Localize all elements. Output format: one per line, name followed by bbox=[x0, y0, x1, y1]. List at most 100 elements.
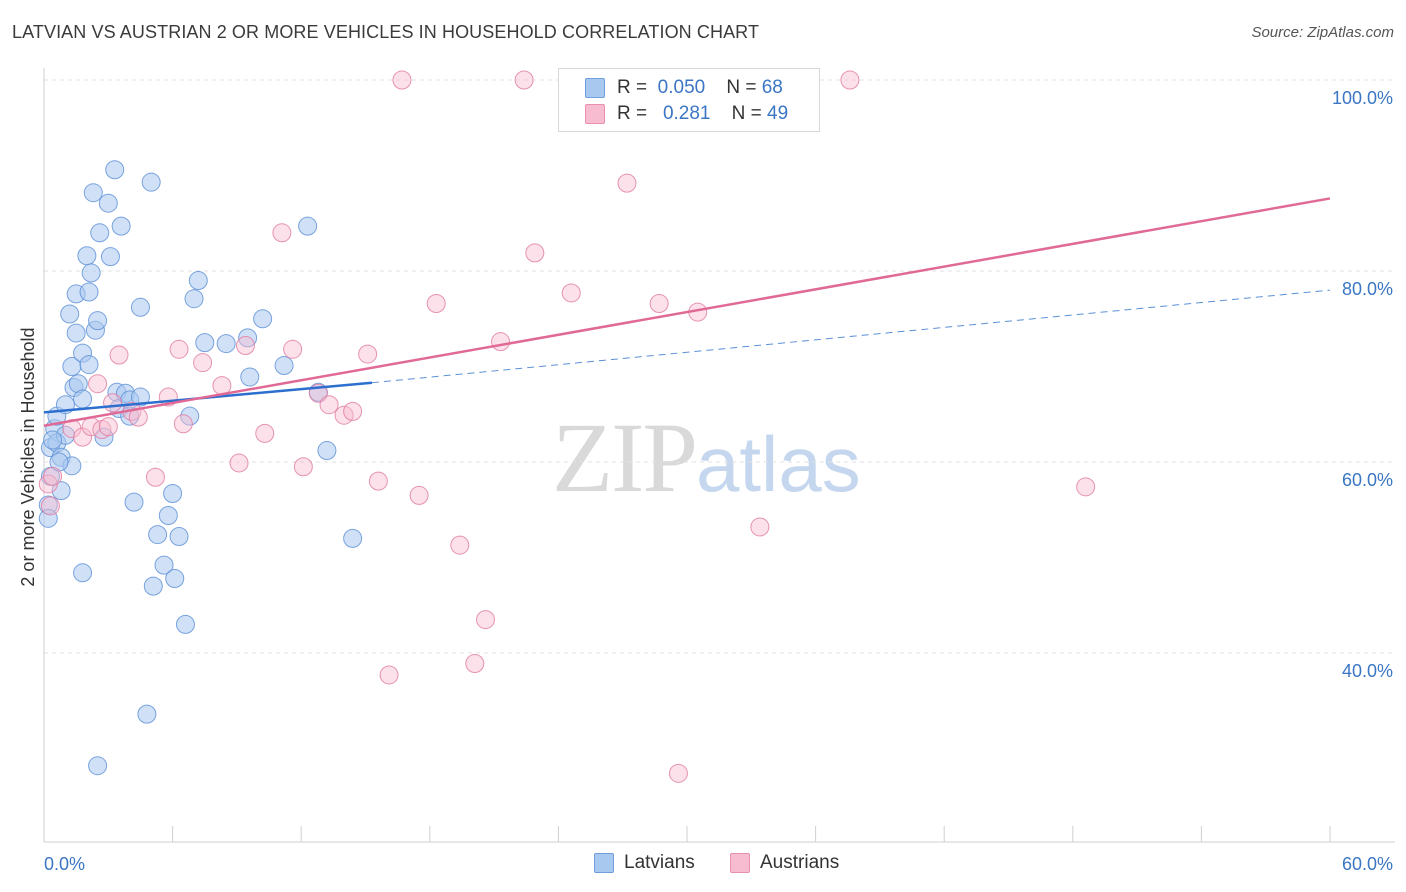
point-austrians bbox=[476, 610, 496, 630]
point-austrians bbox=[668, 763, 688, 783]
point-latvians bbox=[38, 508, 58, 528]
point-latvians bbox=[343, 528, 363, 548]
point-austrians bbox=[525, 243, 545, 263]
point-austrians bbox=[88, 374, 108, 394]
legend-row-latvians: R = 0.050 N = 68 bbox=[585, 75, 783, 101]
point-latvians bbox=[73, 389, 93, 409]
y-tick-label: 60.0% bbox=[1342, 470, 1393, 490]
point-latvians bbox=[216, 334, 236, 354]
point-latvians bbox=[298, 216, 318, 236]
y-axis-label: 2 or more Vehicles in Household bbox=[18, 327, 38, 586]
legend-r-value: 0.050 bbox=[657, 77, 706, 98]
point-latvians bbox=[81, 263, 101, 283]
point-austrians bbox=[255, 423, 275, 443]
point-austrians bbox=[235, 335, 255, 355]
point-latvians bbox=[165, 569, 185, 589]
point-austrians bbox=[293, 457, 313, 477]
point-austrians bbox=[43, 466, 63, 486]
point-latvians bbox=[88, 311, 108, 331]
trendline-austrians bbox=[43, 197, 1331, 427]
point-latvians bbox=[79, 355, 99, 375]
point-austrians bbox=[193, 353, 213, 373]
point-austrians bbox=[840, 70, 860, 90]
bottom-legend-label-austrians: Austrians bbox=[760, 852, 840, 873]
point-austrians bbox=[343, 401, 363, 421]
x-tick-label-max: 60.0% bbox=[1342, 854, 1393, 874]
point-latvians bbox=[154, 555, 174, 575]
point-austrians bbox=[169, 339, 189, 359]
point-latvians bbox=[60, 304, 80, 324]
point-latvians bbox=[175, 614, 195, 634]
legend-row-austrians: R = 0.281 N = 49 bbox=[585, 101, 788, 127]
point-latvians bbox=[111, 216, 131, 236]
point-austrians bbox=[368, 471, 388, 491]
point-latvians bbox=[317, 441, 337, 461]
point-latvians bbox=[88, 756, 108, 776]
point-latvians bbox=[141, 172, 161, 192]
legend-swatch-latvians bbox=[585, 78, 605, 98]
point-latvians bbox=[73, 563, 93, 583]
legend-swatch-austrians bbox=[585, 104, 605, 124]
point-austrians bbox=[319, 395, 339, 415]
point-austrians bbox=[491, 332, 511, 352]
point-latvians bbox=[240, 367, 260, 387]
watermark-atlas: atlas bbox=[696, 420, 861, 508]
point-latvians bbox=[238, 328, 258, 348]
chart-title: LATVIAN VS AUSTRIAN 2 OR MORE VEHICLES I… bbox=[12, 22, 760, 42]
y-tick-label: 100.0% bbox=[1332, 88, 1393, 108]
legend-n-label: N = bbox=[726, 77, 757, 98]
y-tick-label: 80.0% bbox=[1342, 279, 1393, 299]
legend-n-label: N = bbox=[731, 103, 762, 124]
point-austrians bbox=[409, 485, 429, 505]
point-latvians bbox=[158, 505, 178, 525]
point-latvians bbox=[77, 246, 97, 266]
legend-n-value: 68 bbox=[761, 77, 783, 98]
point-austrians bbox=[617, 173, 637, 193]
point-latvians bbox=[143, 576, 163, 596]
point-austrians bbox=[450, 535, 470, 555]
legend-r-label: R = bbox=[617, 103, 648, 124]
y-tick-label: 40.0% bbox=[1342, 661, 1393, 681]
point-latvians bbox=[169, 526, 189, 546]
watermark: ZIPatlas bbox=[552, 400, 861, 515]
point-austrians bbox=[40, 496, 60, 516]
chart-source: Source: ZipAtlas.com bbox=[1251, 24, 1394, 41]
point-austrians bbox=[465, 654, 485, 674]
point-austrians bbox=[272, 223, 292, 243]
point-latvians bbox=[184, 289, 204, 309]
point-latvians bbox=[66, 323, 86, 343]
point-austrians bbox=[392, 70, 412, 90]
point-latvians bbox=[253, 309, 273, 329]
point-latvians bbox=[90, 223, 110, 243]
point-austrians bbox=[1076, 477, 1096, 497]
point-latvians bbox=[163, 484, 183, 504]
point-austrians bbox=[145, 467, 165, 487]
correlation-legend: R = 0.050 N = 68 R = 0.281 N = 49 bbox=[558, 68, 820, 132]
point-austrians bbox=[229, 453, 249, 473]
x-tick-label-min: 0.0% bbox=[44, 854, 85, 874]
point-latvians bbox=[100, 247, 120, 267]
watermark-zip: ZIP bbox=[552, 402, 698, 513]
point-latvians bbox=[274, 356, 294, 376]
point-latvians bbox=[83, 183, 103, 203]
point-latvians bbox=[94, 427, 114, 447]
point-latvians bbox=[148, 525, 168, 545]
point-latvians bbox=[180, 406, 200, 426]
bottom-legend-latvians: Latvians bbox=[594, 852, 695, 874]
bottom-legend-austrians: Austrians bbox=[730, 852, 839, 874]
point-austrians bbox=[98, 417, 118, 437]
point-latvians bbox=[130, 297, 150, 317]
point-latvians bbox=[188, 271, 208, 291]
point-latvians bbox=[130, 387, 150, 407]
bottom-legend-swatch-austrians bbox=[730, 853, 750, 873]
point-austrians bbox=[649, 293, 669, 313]
point-latvians bbox=[137, 704, 157, 724]
point-austrians bbox=[283, 339, 303, 359]
legend-r-label: R = bbox=[617, 77, 648, 98]
point-latvians bbox=[98, 193, 118, 213]
point-latvians bbox=[195, 333, 215, 353]
point-austrians bbox=[750, 517, 770, 537]
point-austrians bbox=[426, 293, 446, 313]
legend-n-value: 49 bbox=[767, 103, 789, 124]
